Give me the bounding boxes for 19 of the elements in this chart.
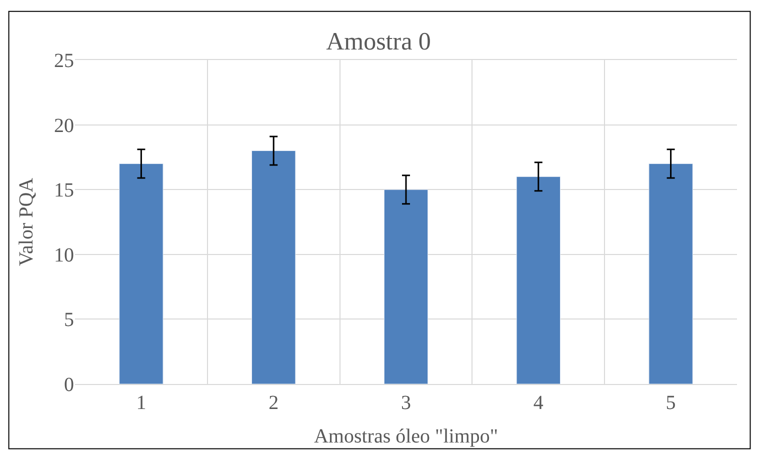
x-tick-label: 5 <box>666 392 676 414</box>
x-tick-label: 4 <box>533 392 544 414</box>
y-tick-label: 0 <box>64 374 74 396</box>
bar <box>648 163 693 384</box>
y-tick-label: 15 <box>54 180 74 202</box>
y-tick-label: 5 <box>64 309 74 332</box>
bar <box>119 163 164 384</box>
x-tick-label: 3 <box>401 392 411 414</box>
bar <box>252 150 296 384</box>
y-axis-title: Valor PQA <box>16 177 38 266</box>
y-tick-label: 20 <box>54 114 74 137</box>
chart-title: Amostra 0 <box>326 28 431 56</box>
y-tick-label: 25 <box>54 50 74 72</box>
x-axis-title: Amostras óleo "limpo" <box>314 426 498 448</box>
x-tick-label: 2 <box>268 392 279 414</box>
y-tick-label: 10 <box>54 244 74 266</box>
bar <box>384 189 428 384</box>
bar <box>516 176 560 384</box>
x-tick-label: 1 <box>136 392 146 414</box>
